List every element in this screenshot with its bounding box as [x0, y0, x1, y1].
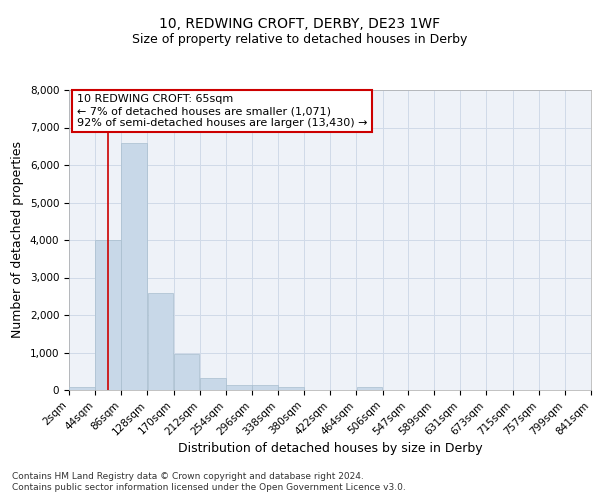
Bar [278, 388, 304, 390]
Bar [121, 142, 147, 390]
Bar [69, 388, 95, 390]
Text: 10, REDWING CROFT, DERBY, DE23 1WF: 10, REDWING CROFT, DERBY, DE23 1WF [160, 18, 440, 32]
Bar [226, 385, 252, 390]
Text: Contains HM Land Registry data © Crown copyright and database right 2024.: Contains HM Land Registry data © Crown c… [12, 472, 364, 481]
Text: 10 REDWING CROFT: 65sqm
← 7% of detached houses are smaller (1,071)
92% of semi-: 10 REDWING CROFT: 65sqm ← 7% of detached… [77, 94, 367, 128]
Bar [356, 388, 382, 390]
Bar [148, 292, 173, 390]
Bar [173, 354, 199, 390]
X-axis label: Distribution of detached houses by size in Derby: Distribution of detached houses by size … [178, 442, 482, 455]
Y-axis label: Number of detached properties: Number of detached properties [11, 142, 24, 338]
Bar [252, 385, 278, 390]
Text: Contains public sector information licensed under the Open Government Licence v3: Contains public sector information licen… [12, 484, 406, 492]
Text: Size of property relative to detached houses in Derby: Size of property relative to detached ho… [133, 32, 467, 46]
Bar [200, 378, 226, 390]
Bar [95, 240, 121, 390]
